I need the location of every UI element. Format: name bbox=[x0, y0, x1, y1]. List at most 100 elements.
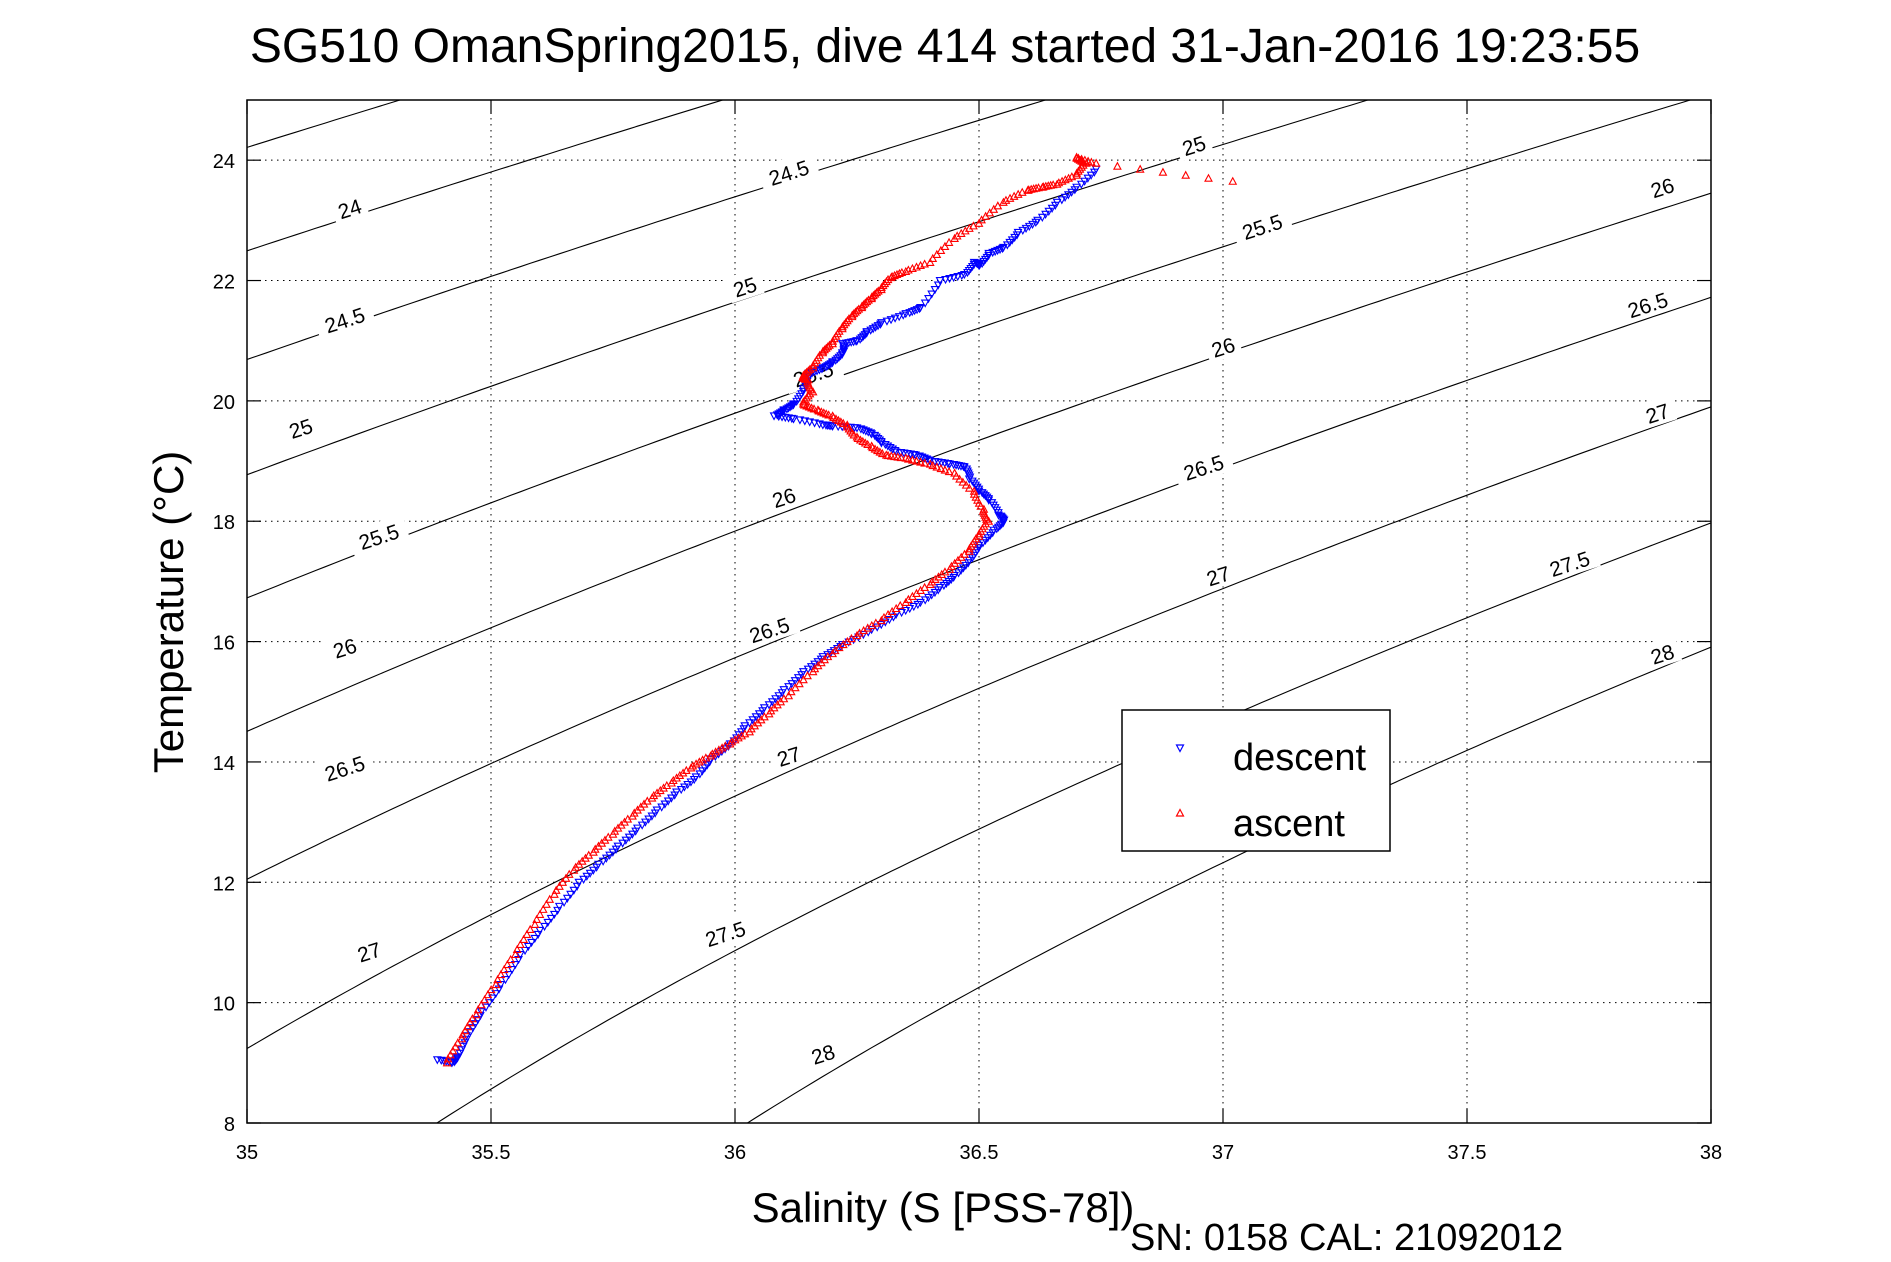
descent-point bbox=[933, 586, 943, 595]
ascent-point bbox=[1064, 173, 1074, 182]
contour-label: 27 bbox=[348, 932, 389, 969]
descent-point bbox=[964, 475, 974, 484]
descent-point bbox=[984, 496, 994, 505]
contour-label-bg bbox=[768, 737, 809, 773]
ascent-point bbox=[446, 1050, 455, 1059]
grid-lines bbox=[247, 100, 1711, 1123]
descent-point bbox=[984, 249, 994, 259]
contour-label: 28 bbox=[1641, 635, 1683, 671]
ascent-point bbox=[930, 574, 940, 583]
ascent-point bbox=[442, 1058, 452, 1067]
ascent-point bbox=[816, 407, 826, 416]
descent-point bbox=[572, 882, 582, 891]
descent-point bbox=[980, 536, 990, 545]
ascent-point bbox=[558, 877, 568, 886]
descent-point bbox=[546, 914, 556, 924]
ascent-point bbox=[450, 1042, 460, 1051]
descent-point bbox=[941, 275, 950, 285]
legend-ascent-marker-icon bbox=[1175, 808, 1185, 817]
descent-point bbox=[501, 976, 510, 985]
ascent-point bbox=[964, 546, 974, 555]
descent-point bbox=[907, 308, 917, 317]
ascent-point bbox=[686, 763, 696, 772]
ascent-point bbox=[927, 577, 937, 586]
contour-label-bg bbox=[737, 607, 801, 650]
ascent-point bbox=[510, 949, 520, 959]
ascent-point bbox=[952, 231, 962, 240]
descent-point bbox=[944, 577, 954, 587]
ascent-point bbox=[506, 954, 516, 964]
ascent-point bbox=[974, 531, 984, 540]
ascent-point bbox=[932, 249, 942, 259]
contour-label: 26 bbox=[324, 629, 365, 665]
descent-point bbox=[554, 902, 564, 912]
ascent-point bbox=[984, 516, 994, 525]
descent-point bbox=[1028, 220, 1037, 230]
contour-labels: 24 24.5 25 25.5 26 26.5 27 24.5 25 25.5 26 26.5 27 27… bbox=[280, 126, 1683, 1071]
ascent-point bbox=[798, 399, 808, 408]
y-tick-label: 24 bbox=[213, 151, 235, 173]
descent-point bbox=[535, 926, 545, 936]
contour-label-bg bbox=[1202, 328, 1243, 364]
x-axis-ticks: 35 35.5 36 36.5 37 37.5 38 bbox=[236, 100, 1722, 1164]
ascent-point bbox=[538, 904, 548, 913]
contour-label: 27 bbox=[1197, 556, 1238, 593]
ascent-point bbox=[711, 747, 721, 756]
descent-point bbox=[527, 938, 536, 948]
ascent-point bbox=[928, 460, 938, 470]
descent-point bbox=[949, 573, 959, 583]
y-tick-label: 20 bbox=[213, 392, 235, 414]
ascent-point bbox=[473, 1005, 483, 1014]
descent-point bbox=[920, 299, 930, 308]
ascent-point bbox=[496, 969, 506, 979]
footer-serial-cal: SN: 0158 CAL: 21092012 bbox=[1130, 1217, 1563, 1259]
descent-point bbox=[683, 780, 693, 790]
ascent-point bbox=[934, 572, 943, 581]
contour-label-bg bbox=[1641, 168, 1683, 204]
contour-label-text: 26.5 bbox=[1181, 451, 1227, 486]
ascent-point bbox=[457, 1034, 467, 1043]
ascent-point bbox=[688, 761, 698, 770]
ascent-point bbox=[964, 223, 974, 232]
legend-descent-marker-icon bbox=[1175, 744, 1185, 753]
ascent-point bbox=[649, 790, 659, 800]
descent-point bbox=[959, 463, 969, 472]
contour-label-bg bbox=[348, 932, 389, 969]
isopycnal-25-5 bbox=[247, 100, 1693, 599]
ascent-point bbox=[467, 1014, 477, 1023]
ascent-point bbox=[476, 999, 486, 1009]
contour-label: 27.5 bbox=[693, 911, 757, 954]
x-tick-label: 35 bbox=[236, 1142, 258, 1164]
descent-point bbox=[880, 618, 890, 627]
ascent-point bbox=[944, 237, 954, 246]
ascent-point bbox=[733, 733, 743, 742]
ascent-point bbox=[525, 924, 535, 933]
ascent-point bbox=[545, 894, 555, 903]
ascent-point bbox=[784, 691, 794, 700]
ascent-point bbox=[458, 1030, 468, 1039]
descent-point bbox=[504, 971, 514, 980]
contour-label: 26 bbox=[763, 478, 804, 514]
descent-point bbox=[959, 270, 969, 280]
y-tick-label: 10 bbox=[213, 994, 235, 1016]
ascent-point bbox=[1054, 178, 1064, 187]
ascent-point bbox=[1135, 164, 1145, 173]
descent-point bbox=[930, 286, 940, 295]
ascent-point bbox=[828, 339, 838, 348]
descent-point bbox=[961, 561, 971, 571]
ascent-point bbox=[794, 679, 804, 688]
contour-label: 27 bbox=[768, 737, 809, 773]
contour-label: 25 bbox=[1173, 126, 1214, 162]
descent-point bbox=[924, 295, 933, 304]
ascent-point bbox=[491, 979, 501, 989]
contour-label-bg bbox=[756, 149, 820, 193]
x-axis-label: Salinity (S [PSS-78]) bbox=[752, 1184, 1135, 1231]
ascent-point bbox=[790, 683, 800, 692]
descent-point bbox=[806, 663, 816, 672]
descent-point bbox=[891, 448, 901, 457]
descent-point bbox=[954, 569, 963, 578]
ascent-point bbox=[532, 914, 542, 923]
ascent-point bbox=[925, 459, 935, 468]
ascent-point bbox=[1181, 170, 1191, 179]
isopycnal-28 bbox=[746, 646, 1711, 1123]
